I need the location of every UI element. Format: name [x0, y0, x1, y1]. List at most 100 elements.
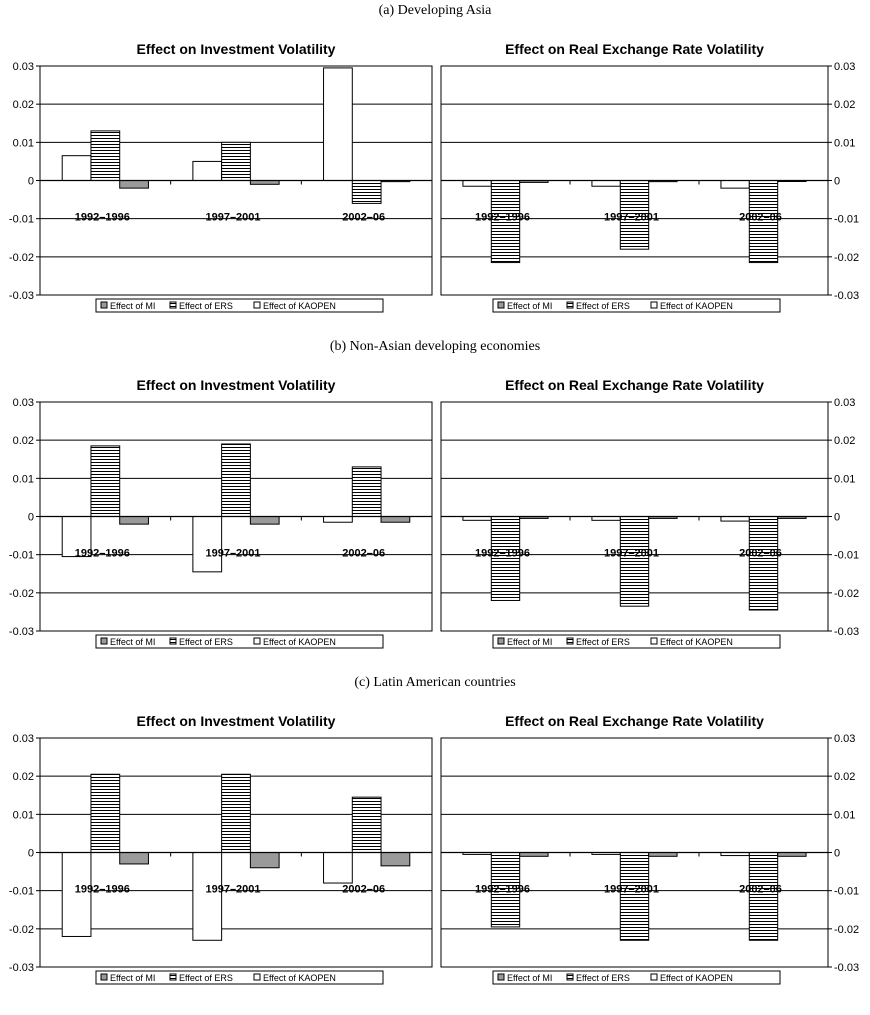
- category-label: 2002–06: [342, 884, 385, 896]
- panel-title: Effect on Investment Volatility: [137, 713, 336, 729]
- y-tick-label: 0: [834, 848, 840, 860]
- category-label: 2002–06: [739, 548, 782, 560]
- category-label: 1997–2001: [205, 548, 260, 560]
- y-tick-label: 0.02: [834, 771, 855, 783]
- y-tick-label: 0.01: [834, 809, 855, 821]
- section-title-b: (b) Non-Asian developing economies: [329, 339, 541, 354]
- legend-label: Effect of MI: [110, 637, 155, 647]
- legend-swatch: [100, 301, 108, 309]
- bar-effect-of-ers: [748, 852, 779, 941]
- y-tick-label: -0.02: [9, 924, 34, 936]
- legend-label: Effect of MI: [110, 301, 155, 311]
- legend-label: Effect of ERS: [576, 637, 630, 647]
- category-label: 1997–2001: [205, 884, 260, 896]
- chart-panel: Effect on Investment Volatility 0.03 0.02 0…: [9, 41, 433, 313]
- legend-swatch: [497, 637, 505, 645]
- y-tick-label: -0.02: [9, 588, 34, 600]
- legend-label: Effect of MI: [507, 637, 552, 647]
- legend-box: [95, 634, 384, 649]
- legend-swatch: [566, 973, 574, 981]
- chart-panel: Effect on Investment Volatility 0.03 0.02 0…: [9, 713, 433, 985]
- y-tick-label: -0.01: [9, 214, 34, 226]
- legend-label: Effect of ERS: [179, 301, 233, 311]
- bar-effect-of-mi: [119, 852, 149, 865]
- category-label: 1992–1996: [475, 884, 530, 896]
- bar-effect-of-kaopen: [462, 180, 492, 187]
- y-tick-label: -0.03: [834, 290, 859, 302]
- y-tick-label: 0: [28, 176, 34, 188]
- chart-panel: Effect on Real Exchange Rate Volatility 0…: [440, 713, 859, 985]
- y-tick-label: -0.02: [834, 252, 859, 264]
- bar-effect-of-ers: [90, 773, 121, 854]
- y-tick-label: 0.02: [834, 435, 855, 447]
- bar-effect-of-ers: [90, 130, 121, 181]
- panel-title: Effect on Investment Volatility: [137, 41, 336, 57]
- legend-label: Effect of ERS: [576, 301, 630, 311]
- y-tick-label: -0.01: [834, 214, 859, 226]
- y-tick-label: 0: [834, 176, 840, 188]
- bar-effect-of-kaopen: [323, 516, 353, 523]
- panel-title: Effect on Real Exchange Rate Volatility: [505, 713, 764, 729]
- y-tick-label: 0.01: [834, 137, 855, 149]
- panel-title: Effect on Real Exchange Rate Volatility: [505, 377, 764, 393]
- y-tick-label: 0.01: [834, 473, 855, 485]
- y-tick-label: 0.01: [13, 809, 34, 821]
- bar-effect-of-mi: [119, 516, 149, 525]
- y-tick-label: -0.02: [9, 252, 34, 264]
- category-label: 2002–06: [739, 212, 782, 224]
- bar-effect-of-mi: [249, 852, 280, 869]
- y-tick-label: 0.03: [834, 397, 855, 409]
- category-label: 1992–1996: [75, 884, 130, 896]
- y-tick-label: -0.03: [9, 626, 34, 638]
- category-label: 1992–1996: [75, 548, 130, 560]
- bar-effect-of-kaopen: [61, 852, 92, 937]
- bar-effect-of-ers: [221, 773, 251, 854]
- bar-effect-of-ers: [490, 180, 521, 264]
- bar-effect-of-ers: [90, 445, 121, 517]
- y-tick-label: -0.01: [9, 550, 34, 562]
- chart-panel: Effect on Real Exchange Rate Volatility 0…: [440, 41, 859, 313]
- category-label: 1992–1996: [75, 212, 130, 224]
- y-tick-label: 0.03: [13, 61, 34, 73]
- bar-effect-of-ers: [221, 141, 251, 181]
- category-label: 2002–06: [342, 212, 385, 224]
- legend-swatch: [650, 301, 658, 309]
- bar-effect-of-mi: [380, 852, 411, 867]
- legend-swatch: [650, 973, 658, 981]
- y-tick-label: 0.02: [13, 99, 34, 111]
- y-tick-label: -0.03: [9, 290, 34, 302]
- bar-effect-of-ers: [221, 443, 251, 518]
- legend-swatch: [169, 637, 177, 645]
- legend-box: [492, 970, 781, 985]
- legend-label: Effect of MI: [110, 973, 155, 983]
- category-label: 2002–06: [342, 548, 385, 560]
- bar-effect-of-kaopen: [192, 160, 223, 182]
- category-label: 1992–1996: [475, 548, 530, 560]
- legend-swatch: [566, 301, 574, 309]
- legend-box: [492, 634, 781, 649]
- legend-swatch: [650, 637, 658, 645]
- category-label: 1997–2001: [604, 548, 659, 560]
- y-tick-label: 0.02: [834, 99, 855, 111]
- bar-effect-of-mi: [380, 516, 411, 523]
- legend-swatch: [253, 973, 261, 981]
- panel-title: Effect on Investment Volatility: [137, 377, 336, 393]
- legend-label: Effect of KAOPEN: [263, 973, 336, 983]
- y-tick-label: 0: [834, 512, 840, 524]
- legend-swatch: [566, 637, 574, 645]
- bar-effect-of-kaopen: [720, 180, 750, 189]
- bar-effect-of-ers: [351, 796, 382, 853]
- bar-effect-of-kaopen: [192, 516, 223, 573]
- y-tick-label: 0.03: [834, 733, 855, 745]
- legend-label: Effect of ERS: [576, 973, 630, 983]
- bar-effect-of-kaopen: [720, 516, 750, 522]
- legend-label: Effect of MI: [507, 973, 552, 983]
- legend-swatch: [169, 973, 177, 981]
- bar-effect-of-ers: [490, 516, 521, 601]
- legend-swatch: [100, 637, 108, 645]
- category-label: 2002–06: [739, 884, 782, 896]
- bar-effect-of-kaopen: [61, 516, 92, 558]
- section-title-a: (a) Developing Asia: [378, 3, 492, 18]
- legend-box: [492, 298, 781, 313]
